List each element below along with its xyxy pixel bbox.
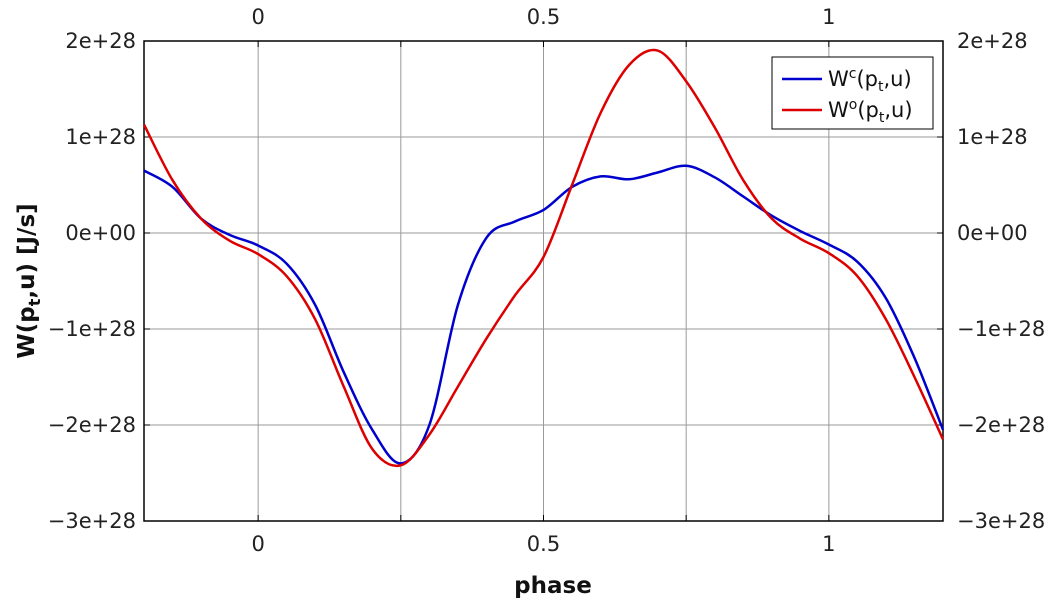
series-line-wc: [143, 164, 945, 465]
y-tick-label-left: −1e+28: [48, 317, 136, 341]
y-tick-label-right: −3e+28: [957, 509, 1045, 533]
legend-wo-sup: o: [849, 97, 858, 113]
y-tick-label-left: −2e+28: [48, 413, 136, 437]
legend-wo-close: ,u): [884, 98, 912, 122]
legend-box: [771, 56, 934, 130]
legend-wc-close: ,u): [884, 67, 912, 91]
y-tick-label-left: 1e+28: [65, 125, 136, 149]
legend-wo-sub: t: [879, 110, 885, 126]
y-tick-label-right: 1e+28: [957, 125, 1028, 149]
x-axis-title: phase: [514, 573, 592, 599]
y-tick-label-left: 0e+00: [65, 221, 136, 245]
legend-wo-open: (p: [857, 98, 879, 122]
x-tick-label-top: 0: [251, 5, 264, 29]
x-tick-label-top: 1: [822, 5, 835, 29]
x-tick-label-bottom: 0.5: [527, 532, 560, 556]
x-tick-label-top: 0.5: [527, 5, 560, 29]
y-axis-title-rest: ,u) [J/s]: [14, 203, 40, 298]
y-tick-label-left: 2e+28: [65, 29, 136, 53]
x-tick-label-bottom: 0: [251, 532, 264, 556]
y-axis-title-sub: t: [25, 298, 44, 306]
tick-labels: −3e+28 −3e+28 −2e+28 −2e+28 −1e+28 −1e+28 0e+0…: [48, 5, 1045, 556]
y-tick-label-right: 2e+28: [957, 29, 1028, 53]
grid: [144, 41, 943, 521]
ticks: [144, 40, 943, 522]
y-tick-label-left: −3e+28: [48, 509, 136, 533]
y-axis-title: W(pt,u) [J/s]: [14, 203, 44, 358]
legend-wc-sub: t: [878, 79, 884, 95]
y-tick-label-right: 0e+00: [957, 221, 1028, 245]
series: [142, 48, 945, 468]
legend-wc-open: (p: [856, 67, 878, 91]
legend-wo-main: W: [828, 98, 849, 122]
y-tick-label-right: −1e+28: [957, 317, 1045, 341]
y-tick-label-right: −2e+28: [957, 413, 1045, 437]
legend-wc-sup: c: [849, 66, 857, 82]
legend-wc-main: W: [828, 67, 849, 91]
legend-label-wo: Wo(pt,u): [828, 97, 913, 126]
legend-label-wc: Wc(pt,u): [828, 66, 912, 95]
x-tick-label-bottom: 1: [822, 532, 835, 556]
legend: Wc(pt,u) Wo(pt,u): [771, 56, 934, 130]
series-line-wo: [142, 48, 945, 468]
y-axis-title-main: W(p: [14, 306, 40, 358]
